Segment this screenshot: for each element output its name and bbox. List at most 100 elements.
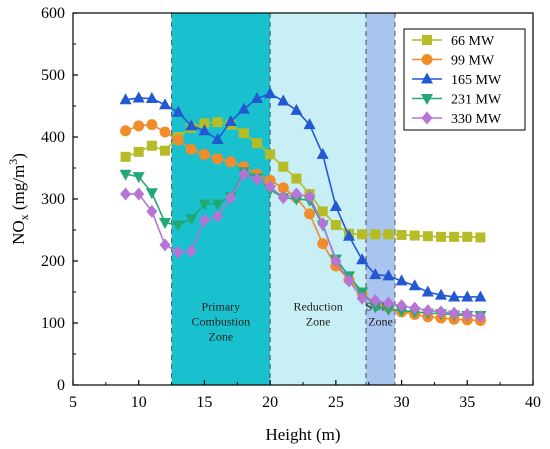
data-point-330-mw [264, 180, 276, 194]
data-point-99-mw [198, 148, 210, 160]
data-point-330-mw [225, 191, 237, 205]
data-point-99-mw [120, 125, 132, 137]
legend-swatch-marker [421, 94, 433, 105]
y-title-unit-pre: (mg/m [9, 165, 28, 215]
data-point-66-mw [449, 231, 460, 242]
data-point-330-mw [369, 294, 381, 308]
data-point-330-mw [343, 274, 355, 288]
legend-swatch-marker [421, 72, 433, 84]
data-point-165-mw [461, 290, 474, 302]
legend-item-330-mw: 330 MW [412, 111, 502, 127]
zone-label-primary: Zone [209, 330, 234, 344]
zone-label-primary: Primary [202, 300, 241, 314]
data-point-231-mw [369, 302, 382, 314]
y-tick-label: 300 [41, 191, 65, 208]
data-point-330-mw [120, 187, 132, 201]
y-title-sup: 3 [6, 159, 20, 165]
x-tick-label: 15 [196, 394, 212, 411]
data-point-330-mw [277, 191, 289, 205]
data-point-330-mw [133, 187, 145, 201]
data-point-66-mw [199, 118, 210, 129]
data-point-330-mw [317, 217, 329, 231]
data-point-330-mw [474, 310, 486, 324]
y-tick-label: 500 [41, 67, 65, 84]
y-axis-title: NOx (mg/m3) [6, 153, 31, 245]
data-point-330-mw [251, 172, 263, 186]
data-point-165-mw [408, 279, 421, 291]
legend-item-99-mw: 99 MW [412, 54, 495, 69]
data-point-330-mw [290, 187, 302, 201]
data-point-165-mw [395, 274, 408, 286]
x-tick-label: 25 [328, 394, 344, 411]
data-point-66-mw [238, 128, 249, 139]
data-point-66-mw [475, 232, 486, 243]
data-point-231-mw [382, 304, 395, 316]
data-point-330-mw [461, 307, 473, 321]
data-point-330-mw [212, 209, 224, 223]
legend-label: 165 MW [451, 73, 502, 88]
x-tick-label: 30 [394, 394, 410, 411]
data-series [119, 87, 487, 327]
data-point-99-mw [212, 153, 224, 165]
data-point-66-mw [291, 173, 302, 184]
data-point-165-mw [211, 132, 224, 144]
data-point-231-mw [172, 220, 185, 232]
x-tick-label: 40 [525, 394, 541, 411]
legend-label: 231 MW [451, 93, 502, 108]
data-point-66-mw [383, 229, 394, 240]
series-165-mw [119, 87, 487, 302]
y-tick-label: 600 [41, 5, 65, 22]
data-point-231-mw [211, 199, 224, 211]
data-point-165-mw [356, 253, 369, 265]
series-line-66-mw [125, 121, 481, 239]
data-point-66-mw [422, 231, 433, 242]
legend-item-66-mw: 66 MW [412, 34, 495, 49]
data-point-330-mw [198, 213, 210, 227]
x-tick-label: 35 [459, 394, 475, 411]
data-point-165-mw [251, 92, 263, 104]
data-point-165-mw [264, 87, 277, 99]
legend-item-165-mw: 165 MW [412, 72, 502, 88]
data-point-99-mw [304, 208, 316, 220]
data-point-330-mw [159, 238, 171, 252]
data-point-66-mw [278, 161, 289, 172]
x-tick-label: 5 [69, 394, 77, 411]
data-point-165-mw [421, 285, 434, 297]
data-point-165-mw [277, 94, 290, 106]
data-point-99-mw [133, 120, 145, 132]
data-point-165-mw [303, 118, 316, 130]
zone-label-sofa: Zone [368, 315, 393, 329]
data-point-165-mw [329, 199, 342, 211]
data-point-165-mw [474, 290, 487, 302]
data-point-66-mw [133, 146, 144, 157]
data-point-330-mw [422, 304, 434, 318]
zone-sofa [366, 13, 395, 385]
data-point-165-mw [119, 93, 132, 105]
data-point-99-mw [159, 126, 171, 138]
data-point-330-mw [396, 299, 408, 313]
y-tick-label: 200 [41, 253, 65, 270]
legend-item-231-mw: 231 MW [412, 93, 502, 108]
zone-label-reduction: Reduction [293, 300, 342, 314]
data-point-165-mw [290, 103, 303, 115]
data-point-165-mw [159, 98, 171, 110]
data-point-66-mw [436, 231, 446, 242]
series-line-165-mw [125, 92, 481, 298]
data-point-66-mw [265, 149, 276, 160]
zone-label-reduction: Zone [306, 315, 331, 329]
x-tick-label: 20 [262, 394, 278, 411]
series-line-231-mw [125, 170, 481, 317]
data-point-330-mw [146, 204, 158, 218]
data-point-165-mw [316, 147, 329, 159]
data-point-165-mw [237, 102, 250, 114]
y-title-sub: x [17, 214, 31, 220]
data-point-231-mw [119, 169, 132, 181]
series-330-mw [120, 167, 486, 324]
data-point-231-mw [132, 172, 145, 184]
data-point-330-mw [448, 306, 460, 320]
data-point-66-mw [212, 117, 223, 128]
data-point-165-mw [132, 91, 145, 103]
data-point-165-mw [382, 269, 395, 281]
data-point-99-mw [317, 238, 329, 250]
data-point-231-mw [159, 218, 171, 230]
